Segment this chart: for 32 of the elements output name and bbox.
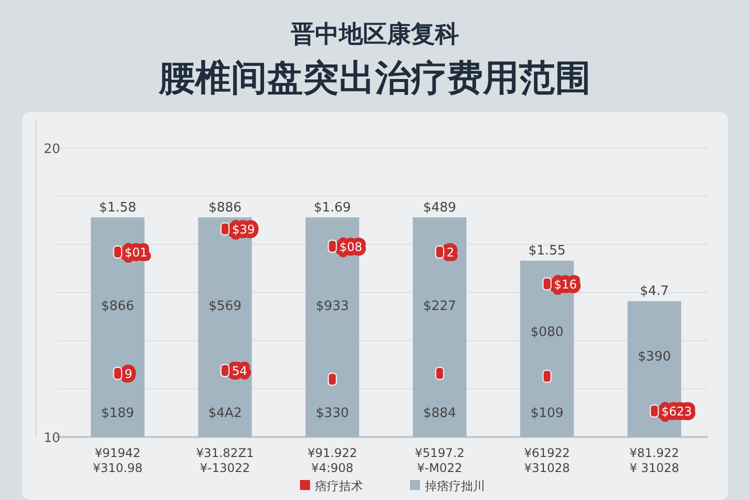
annotation: $489 <box>423 200 456 216</box>
annotation: $109 <box>530 406 564 421</box>
x-tick-label: ¥5197.2 ¥-M022 <box>414 446 464 475</box>
legend-label: 痞疗拮术 <box>315 479 363 493</box>
annotation: $4.7 <box>640 284 669 300</box>
annotation: $886 <box>208 200 242 216</box>
annotation: 2 <box>446 246 454 260</box>
annotation: $390 <box>638 350 671 364</box>
annotation: $1.55 <box>528 244 566 259</box>
annotation: $884 <box>423 406 456 421</box>
x-tick-label: ¥81.922 ¥ 31028 <box>630 446 680 475</box>
annotation: $933 <box>316 299 349 314</box>
y-tick-label: 10 <box>44 431 60 446</box>
x-tick-label: ¥61922 ¥31028 <box>524 446 570 475</box>
annotation: $227 <box>423 299 456 314</box>
annotation: $4A2 <box>208 406 242 421</box>
y-tick-label: 20 <box>44 142 60 157</box>
x-tick-label: ¥91942 ¥310.98 <box>92 446 142 475</box>
annotation: $1.58 <box>99 200 136 216</box>
annotation: $189 <box>101 406 134 421</box>
x-tick-label: ¥91.922 ¥4:908 <box>308 446 358 475</box>
annotation: 9 <box>124 366 132 381</box>
annotation: $330 <box>316 406 349 421</box>
chart-subtitle: 腰椎间盘突出治疗费用范围 <box>158 58 591 99</box>
annotation: $1.69 <box>314 200 351 216</box>
chart-title: 晋中地区康复科 <box>290 20 459 48</box>
legend-label: 掉痞疗拙川 <box>425 479 485 493</box>
annotation: $569 <box>208 299 242 314</box>
x-tick-label: ¥31.82Z1 ¥-13022 <box>196 446 254 475</box>
annotation: $080 <box>530 325 564 340</box>
annotation: $866 <box>101 299 134 314</box>
annotation: 54 <box>232 364 248 378</box>
